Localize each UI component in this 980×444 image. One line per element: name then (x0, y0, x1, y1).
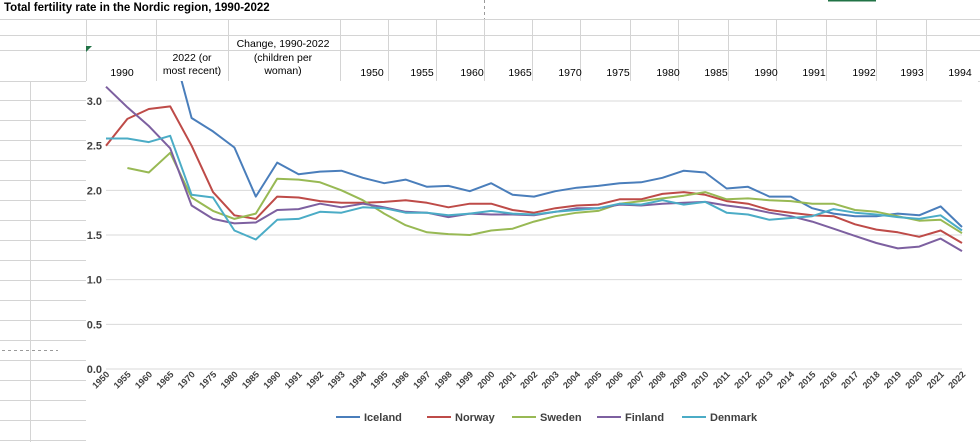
y-tick-label: 2.0 (87, 185, 102, 197)
y-tick-label: 2.5 (87, 141, 102, 153)
x-tick-label: 2006 (604, 369, 625, 390)
x-tick-label: 2016 (818, 369, 839, 390)
x-tick-label: 2003 (540, 369, 561, 390)
header-year-cell[interactable]: 1965 (508, 67, 532, 79)
x-tick-label: 1991 (283, 369, 304, 390)
header-col-change-line1[interactable]: Change, 1990-2022 (236, 38, 330, 50)
header-year-cell[interactable]: 1991 (802, 67, 826, 79)
x-tick-label: 2011 (711, 369, 732, 390)
x-tick-label: 2018 (861, 369, 882, 390)
legend-label-iceland[interactable]: Iceland (364, 412, 402, 424)
legend-label-norway[interactable]: Norway (455, 412, 496, 424)
series-line-iceland[interactable] (170, 81, 963, 228)
x-tick-label: 2017 (839, 369, 860, 390)
x-tick-label: 2021 (925, 369, 946, 390)
x-tick-label: 1995 (368, 369, 389, 390)
cell-comment-marker (86, 46, 92, 52)
y-tick-label: 0.5 (87, 319, 102, 331)
line-chart[interactable]: 0.0 0.5 1.0 1.5 2.0 2.5 3.0 1950 1955 1960 1965 197… (86, 81, 978, 439)
x-tick-label: 1990 (261, 369, 282, 390)
header-year-cell[interactable]: 1975 (606, 67, 630, 79)
x-tick-label: 2005 (582, 369, 603, 390)
x-tick-label: 2010 (689, 369, 710, 390)
header-year-cell[interactable]: 1970 (558, 67, 582, 79)
x-tick-label: 1955 (112, 369, 133, 390)
header-col-recent-line1[interactable]: 2022 (or (172, 52, 212, 64)
x-tick-label: 2000 (475, 369, 496, 390)
y-tick-label: 1.0 (87, 275, 102, 287)
legend-label-denmark[interactable]: Denmark (710, 412, 758, 424)
header-col-recent-line2[interactable]: most recent) (162, 65, 222, 77)
x-tick-label: 1996 (390, 369, 411, 390)
x-tick-label: 1975 (197, 369, 218, 390)
x-tick-label: 2019 (882, 369, 903, 390)
x-tick-label: 2015 (796, 369, 817, 390)
x-tick-label: 1992 (304, 369, 325, 390)
header-year-cell[interactable]: 1980 (656, 67, 680, 79)
x-tick-label: 2013 (754, 369, 775, 390)
x-tick-label: 1965 (154, 369, 175, 390)
x-tick-label: 1993 (326, 369, 347, 390)
series-line-norway[interactable] (105, 105, 963, 244)
x-tick-label: 1985 (240, 369, 261, 390)
y-tick-label: 0.0 (87, 364, 102, 376)
x-tick-label: 2004 (561, 369, 582, 390)
x-tick-label: 2012 (732, 369, 753, 390)
header-year-cell[interactable]: 1985 (704, 67, 728, 79)
series-line-denmark[interactable] (106, 134, 963, 241)
series-line-finland[interactable] (105, 85, 963, 252)
header-year-cell[interactable]: 1994 (948, 67, 972, 79)
header-year-cell[interactable]: 1955 (410, 67, 434, 79)
header-col-change-line2[interactable]: (children per (253, 52, 313, 64)
x-tick-label: 2008 (647, 369, 668, 390)
x-tick-label: 1998 (433, 369, 454, 390)
sheet-title[interactable]: Total fertility rate in the Nordic regio… (4, 2, 270, 14)
x-tick-label: 2014 (775, 369, 796, 390)
header-year-cell[interactable]: 1992 (852, 67, 876, 79)
x-tick-label: 2009 (668, 369, 689, 390)
x-tick-label: 2022 (946, 369, 967, 390)
y-tick-label: 1.5 (87, 230, 102, 242)
header-year-cell[interactable]: 1960 (460, 67, 484, 79)
x-tick-label: 2020 (903, 369, 924, 390)
x-tick-label: 1970 (176, 369, 197, 390)
header-year-cell[interactable]: 1950 (360, 67, 384, 79)
x-tick-label: 2002 (518, 369, 539, 390)
legend-label-sweden[interactable]: Sweden (540, 412, 582, 424)
x-tick-label: 2001 (497, 369, 518, 390)
x-tick-label: 1999 (454, 369, 475, 390)
header-year-cell[interactable]: 1990 (754, 67, 778, 79)
x-tick-label: 2007 (625, 369, 646, 390)
legend-label-finland[interactable]: Finland (625, 412, 664, 424)
y-tick-label: 3.0 (87, 96, 102, 108)
x-tick-label: 1997 (411, 369, 432, 390)
header-col-change-line3[interactable]: woman) (264, 65, 302, 77)
x-tick-label: 1980 (219, 369, 240, 390)
x-tick-label: 1994 (347, 369, 368, 390)
header-col-1990[interactable]: 1990 (110, 67, 134, 79)
header-year-cell[interactable]: 1993 (900, 67, 924, 79)
series-line-sweden[interactable] (127, 151, 963, 236)
series-lines (105, 81, 963, 252)
x-tick-label: 1960 (133, 369, 154, 390)
